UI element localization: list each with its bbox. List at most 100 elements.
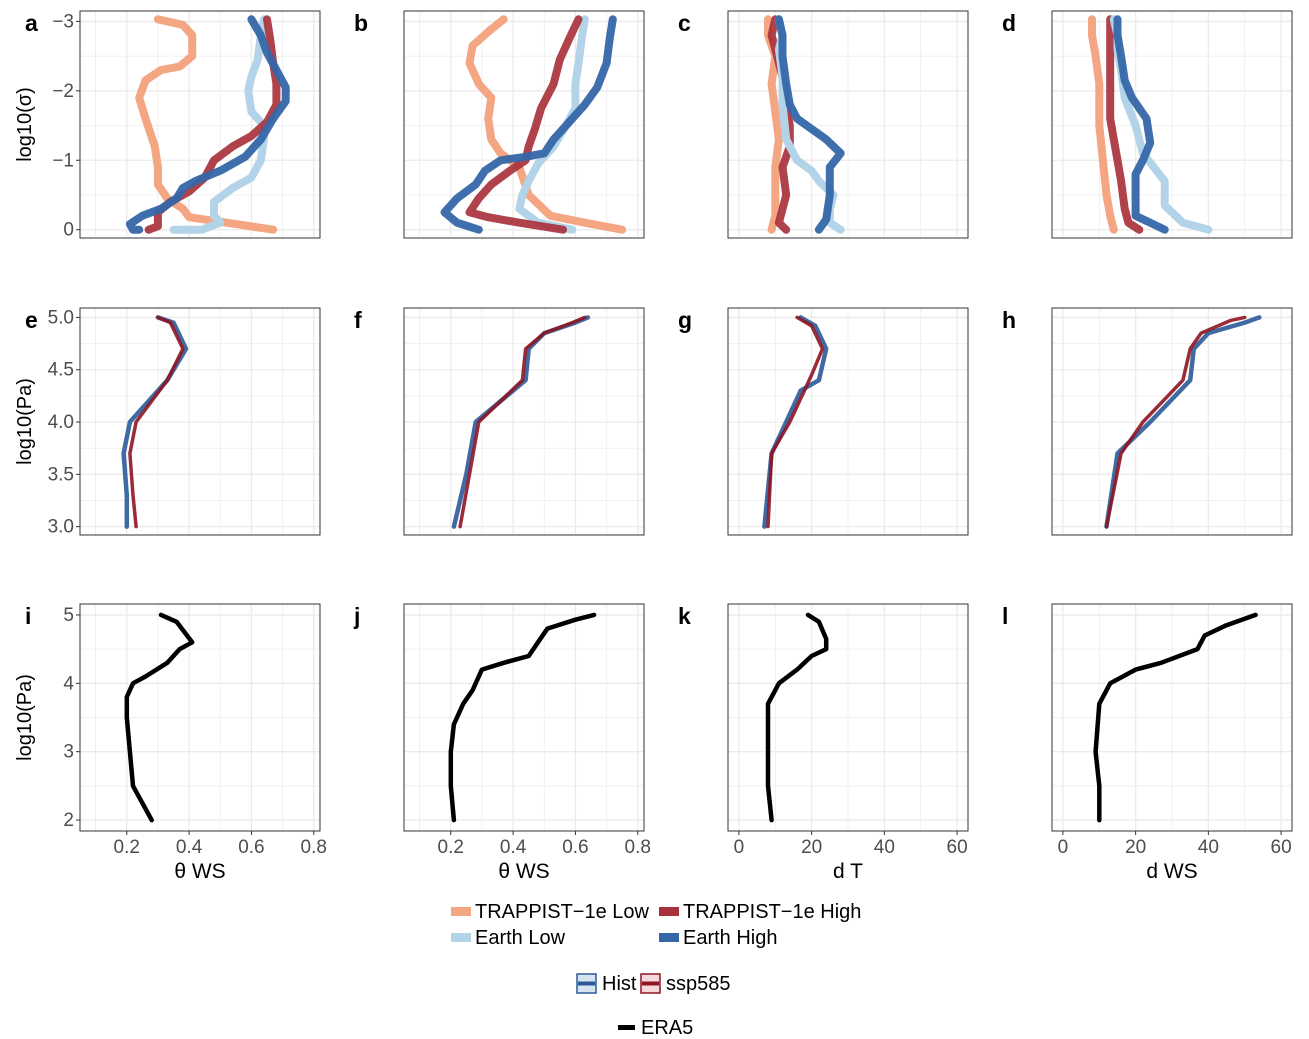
panel-i: 2 3 4 5 0.2 0.4 0.6 0.8 θ WS log10(Pa) i <box>14 603 327 883</box>
panels: −3 −2 −1 0 log10(σ) a b c d 3.0 3.5 4.0 4.5 5.0 log10(… <box>14 10 1293 883</box>
panel-g: g <box>678 307 969 536</box>
x-tick-label: 0.8 <box>625 837 651 858</box>
series-line-era5 <box>765 612 829 823</box>
x-tick-label: 0.2 <box>114 837 140 858</box>
panel-letter: l <box>1002 603 1008 629</box>
panel-a: −3 −2 −1 0 log10(σ) a <box>14 10 321 241</box>
x-tick-label: 40 <box>1198 837 1219 858</box>
series-line-trappist_low <box>465 15 627 234</box>
panel-letter: e <box>25 307 38 333</box>
legend-label: TRAPPIST−1e Low <box>475 901 650 923</box>
y-tick-label: 4 <box>63 673 74 694</box>
x-tick-label: 0.4 <box>500 837 527 858</box>
y-axis-label: log10(σ) <box>14 87 36 162</box>
x-tick-label: 0 <box>1058 837 1069 858</box>
panel-c: c <box>678 10 969 239</box>
legend-swatch <box>659 907 679 916</box>
x-tick-label: 20 <box>801 837 822 858</box>
grid-lines <box>728 308 968 535</box>
y-axis-label: log10(Pa) <box>14 674 36 761</box>
grid-lines <box>80 604 320 831</box>
x-tick-label: 0.6 <box>238 837 264 858</box>
legend-label: ssp585 <box>666 973 731 995</box>
panel-border <box>1051 10 1293 239</box>
y-axis-label: log10(Pa) <box>14 378 36 465</box>
panel-b: b <box>354 10 645 239</box>
panel-letter: i <box>25 603 31 629</box>
panel-letter: a <box>25 10 38 36</box>
panel-letter: j <box>353 603 360 629</box>
x-tick-label: 0.8 <box>301 837 327 858</box>
legend-label: ERA5 <box>641 1017 693 1039</box>
panel-border <box>727 603 969 832</box>
x-tick-label: 0 <box>734 837 745 858</box>
x-tick-label: 0.6 <box>562 837 588 858</box>
legend: TRAPPIST−1e Low TRAPPIST−1e High Earth Low… <box>451 901 861 1039</box>
x-axis-label: θ WS <box>174 860 225 883</box>
y-tick-label: 3.0 <box>48 517 74 538</box>
panel-background <box>80 11 320 238</box>
x-tick-label: 60 <box>947 837 968 858</box>
panel-border <box>403 603 645 832</box>
grid-lines <box>80 11 320 238</box>
legend-item-earth_high: Earth High <box>659 927 778 949</box>
legend-swatch <box>451 933 471 942</box>
legend-item-hist: Hist <box>576 973 637 995</box>
panel-border <box>1051 307 1293 536</box>
panel-border <box>727 10 969 239</box>
y-tick-label: 5.0 <box>48 307 74 328</box>
grid-lines <box>404 604 644 831</box>
panel-letter: k <box>678 603 691 629</box>
panel-f: f <box>354 307 645 536</box>
grid-lines <box>728 11 968 238</box>
panel-h: h <box>1002 307 1293 536</box>
y-tick-label: 4.0 <box>48 412 74 433</box>
y-tick-label: 0 <box>63 220 74 241</box>
panel-letter: b <box>354 10 368 36</box>
grid-lines <box>728 604 968 831</box>
panel-border <box>403 10 645 239</box>
y-tick-label: −3 <box>52 11 74 32</box>
panel-e: 3.0 3.5 4.0 4.5 5.0 log10(Pa) e <box>14 307 321 538</box>
y-tick-label: −1 <box>52 150 74 171</box>
x-axis-label: d T <box>833 860 863 883</box>
panel-border <box>403 307 645 536</box>
x-tick-label: 0.4 <box>176 837 203 858</box>
series-line-trappist_high <box>767 15 794 234</box>
panel-letter: h <box>1002 307 1016 333</box>
y-tick-label: 5 <box>63 605 74 626</box>
grid-lines <box>1052 604 1292 831</box>
y-tick-label: 2 <box>63 810 74 831</box>
grid-lines <box>1052 308 1292 535</box>
legend-swatch <box>618 1025 635 1030</box>
panel-border <box>79 10 321 239</box>
x-tick-label: 20 <box>1125 837 1146 858</box>
x-axis-label: d WS <box>1146 860 1197 883</box>
panel-d: d <box>1002 10 1293 239</box>
panel-border <box>79 307 321 536</box>
panel-j: 0.2 0.4 0.6 0.8 θ WS j <box>353 603 651 883</box>
panel-l: 0 20 40 60 d WS l <box>1002 603 1293 883</box>
x-tick-label: 0.2 <box>438 837 464 858</box>
legend-item-earth_low: Earth Low <box>451 927 566 949</box>
legend-item-era5: ERA5 <box>618 1017 693 1039</box>
panel-letter: c <box>678 10 691 36</box>
panel-border <box>727 307 969 536</box>
legend-item-ssp585: ssp585 <box>640 973 731 995</box>
legend-item-trappist_low: TRAPPIST−1e Low <box>451 901 650 923</box>
series-line-earth_high <box>440 15 617 234</box>
legend-label: TRAPPIST−1e High <box>683 901 861 923</box>
x-tick-label: 60 <box>1271 837 1292 858</box>
y-tick-label: 3 <box>63 742 74 763</box>
legend-swatch <box>451 907 471 916</box>
x-tick-label: 40 <box>874 837 895 858</box>
panel-border <box>79 603 321 832</box>
series-line-ssp585 <box>1104 315 1247 529</box>
series-line-trappist_low <box>135 15 278 234</box>
series-line-ssp585 <box>766 315 825 529</box>
y-tick-label: −2 <box>52 81 74 102</box>
series-line-trappist_high <box>1106 15 1144 234</box>
grid-lines <box>80 308 320 535</box>
series-line-era5 <box>448 612 597 823</box>
